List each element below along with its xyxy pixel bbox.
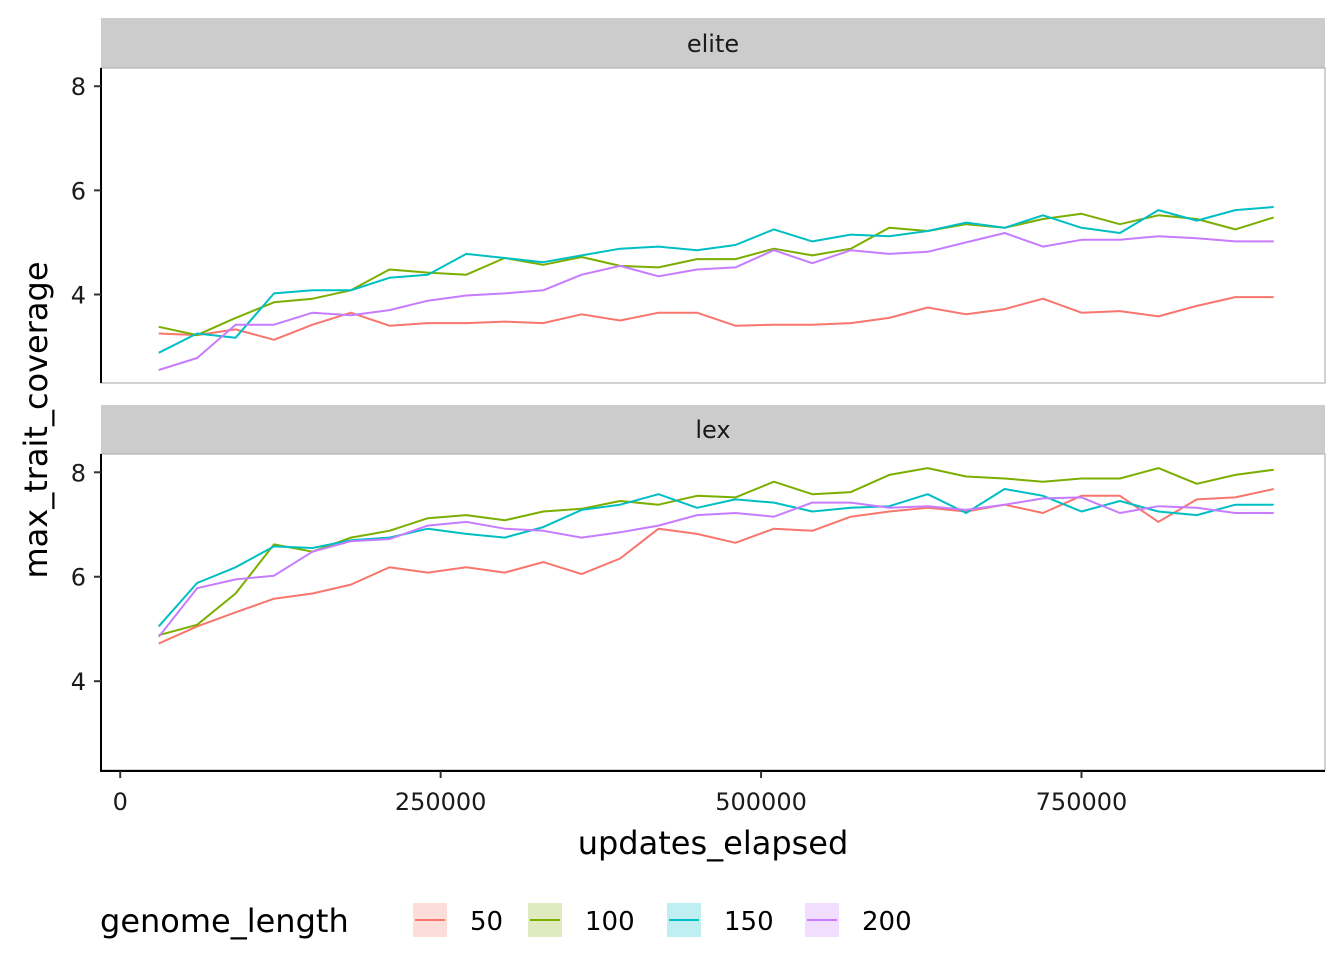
legend: genome_length 50 100 150 200 bbox=[100, 902, 912, 940]
series-line-lex-150 bbox=[157, 488, 1274, 628]
y-ticks-lex: 4 6 8 bbox=[71, 459, 101, 696]
y-axis-title: max_trait_coverage bbox=[17, 261, 55, 578]
y-ticks-elite: 4 6 8 bbox=[71, 73, 101, 309]
strip-label-elite: elite bbox=[687, 30, 739, 58]
y-tick-label-lex-6: 6 bbox=[71, 564, 86, 592]
series-line-lex-50 bbox=[158, 488, 1274, 645]
x-tick-label-500000: 500000 bbox=[715, 788, 807, 816]
panel-lex: lex 4 6 8 0 250000 500000 750000 bbox=[71, 405, 1326, 816]
panel-elite: elite 4 6 8 bbox=[71, 18, 1326, 384]
series-group-lex bbox=[157, 467, 1274, 645]
series-line-elite-100 bbox=[158, 212, 1274, 337]
y-tick-label-elite-8: 8 bbox=[71, 73, 86, 101]
series-line-lex-100 bbox=[158, 467, 1274, 637]
series-line-elite-200 bbox=[158, 232, 1274, 371]
legend-label-50: 50 bbox=[470, 907, 503, 937]
x-tick-label-0: 0 bbox=[113, 788, 128, 816]
x-tick-label-750000: 750000 bbox=[1036, 788, 1128, 816]
strip-elite bbox=[101, 18, 1325, 68]
x-tick-label-250000: 250000 bbox=[395, 788, 487, 816]
x-axis-title: updates_elapsed bbox=[578, 824, 849, 862]
legend-label-150: 150 bbox=[724, 907, 774, 937]
series-line-lex-200 bbox=[157, 496, 1274, 638]
plot-area-lex bbox=[100, 453, 1326, 771]
legend-title: genome_length bbox=[100, 902, 349, 940]
series-group-elite bbox=[158, 206, 1274, 371]
legend-label-200: 200 bbox=[862, 907, 912, 937]
y-tick-label-lex-4: 4 bbox=[71, 668, 86, 696]
y-tick-label-elite-6: 6 bbox=[71, 177, 86, 205]
y-tick-label-elite-4: 4 bbox=[71, 281, 86, 309]
strip-lex bbox=[101, 405, 1325, 454]
plot-area-elite bbox=[100, 67, 1326, 384]
legend-label-100: 100 bbox=[585, 907, 635, 937]
y-tick-label-lex-8: 8 bbox=[71, 459, 86, 487]
strip-label-lex: lex bbox=[695, 416, 730, 444]
x-ticks: 0 250000 500000 750000 bbox=[113, 771, 1128, 816]
legend-keys: 50 100 150 200 bbox=[413, 903, 912, 937]
series-line-elite-150 bbox=[158, 206, 1274, 354]
